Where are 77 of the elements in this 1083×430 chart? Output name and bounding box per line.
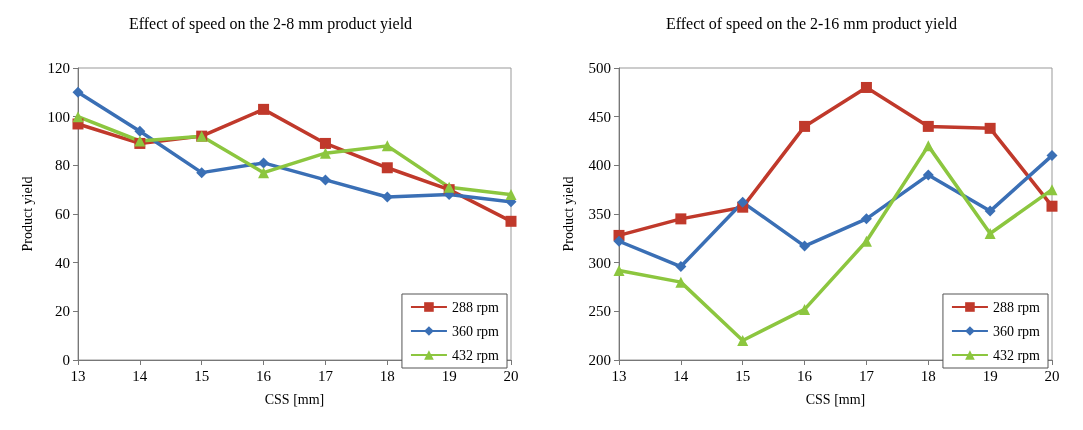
y-tick-label: 200: [588, 352, 611, 368]
x-axis-title: CSS [mm]: [264, 391, 325, 407]
point: [1046, 200, 1058, 212]
x-tick-label: 17: [858, 367, 875, 384]
x-tick-label: 15: [194, 367, 210, 384]
point: [613, 235, 625, 247]
x-tick-label: 15: [735, 367, 751, 384]
x-axis-title: CSS [mm]: [805, 391, 866, 407]
point: [319, 174, 331, 186]
y-tick-label: 450: [588, 108, 611, 125]
legend-label: 360 rpm: [451, 323, 500, 339]
point: [675, 261, 687, 273]
y-tick-label: 80: [55, 157, 70, 174]
point: [922, 169, 934, 181]
point: [319, 147, 331, 159]
y-axis-title: Product yield: [19, 176, 35, 252]
point: [381, 162, 393, 174]
chart-title: Effect of speed on the 2-16 mm product yield: [665, 14, 958, 33]
point: [258, 103, 270, 115]
legend-label: 360 rpm: [992, 323, 1041, 339]
y-tick-label: 60: [55, 206, 70, 222]
point: [505, 189, 517, 201]
y-tick-label: 350: [588, 206, 611, 222]
x-tick-label: 14: [132, 367, 148, 384]
point: [984, 227, 996, 239]
point: [613, 264, 625, 276]
x-tick-label: 18: [920, 367, 936, 384]
point: [72, 86, 84, 98]
x-tick-label: 19: [982, 367, 998, 384]
legend-label: 288 rpm: [451, 299, 500, 315]
y-tick-label: 500: [588, 60, 611, 76]
x-tick-label: 16: [797, 367, 813, 384]
legend-label: 432 rpm: [992, 347, 1041, 363]
y-tick-label: 400: [588, 157, 611, 174]
y-tick-label: 300: [588, 254, 611, 271]
point: [258, 157, 270, 169]
point: [984, 205, 996, 217]
x-tick-label: 16: [256, 367, 272, 384]
y-tick-label: 250: [588, 303, 611, 320]
point: [1046, 184, 1058, 196]
point: [922, 140, 934, 152]
x-tick-label: 19: [441, 367, 457, 384]
point: [799, 120, 811, 132]
x-tick-label: 20: [1044, 367, 1060, 384]
y-axis-title: Product yield: [560, 176, 576, 252]
x-tick-label: 13: [611, 367, 627, 384]
x-tick-label: 20: [503, 367, 519, 384]
point: [799, 240, 811, 252]
x-tick-label: 14: [673, 367, 689, 384]
y-tick-label: 40: [55, 254, 70, 271]
x-tick-label: 13: [70, 367, 86, 384]
y-tick-label: 20: [55, 303, 70, 320]
point: [505, 215, 517, 227]
y-tick-label: 0: [62, 352, 70, 368]
point: [860, 81, 872, 93]
point: [1046, 150, 1058, 162]
point: [922, 120, 934, 132]
point: [258, 167, 270, 179]
legend-label: 288 rpm: [992, 299, 1041, 315]
point: [134, 125, 146, 137]
point: [860, 213, 872, 225]
point: [737, 335, 749, 347]
point: [799, 303, 811, 315]
y-tick-label: 100: [47, 108, 70, 125]
y-tick-label: 120: [47, 60, 70, 76]
point: [675, 213, 687, 225]
x-tick-label: 18: [379, 367, 395, 384]
point: [72, 111, 84, 123]
point: [196, 167, 208, 179]
point: [381, 191, 393, 203]
chart-title: Effect of speed on the 2-8 mm product yield: [128, 14, 413, 33]
point: [319, 137, 331, 149]
point: [984, 122, 996, 134]
point: [737, 196, 749, 208]
x-tick-label: 17: [317, 367, 334, 384]
legend-label: 432 rpm: [451, 347, 500, 363]
point: [381, 140, 393, 152]
